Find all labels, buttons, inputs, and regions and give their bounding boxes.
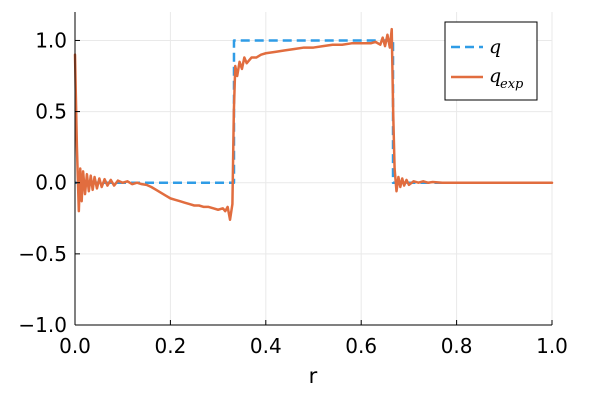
x-tick-label: 0.6 bbox=[345, 334, 377, 358]
axes bbox=[74, 12, 552, 326]
y-tick-label: 1.0 bbox=[35, 28, 67, 52]
legend: q q exp bbox=[444, 21, 538, 101]
x-tick-label: 0.4 bbox=[250, 334, 282, 358]
x-tick-label: 0.0 bbox=[59, 334, 91, 358]
series-line-q bbox=[75, 39, 552, 184]
y-tick-label: 0.5 bbox=[35, 100, 67, 124]
legend-label-q-exp-subscript: exp bbox=[500, 77, 524, 92]
x-axis-label: r bbox=[309, 364, 318, 388]
legend-box bbox=[444, 21, 538, 101]
legend-label-q: q bbox=[489, 36, 501, 58]
x-tick-label: 1.0 bbox=[536, 334, 568, 358]
y-ticks: −1.0 −0.5 0.0 0.5 1.0 bbox=[18, 28, 80, 337]
y-tick-label: 0.0 bbox=[35, 171, 67, 195]
x-tick-label: 0.8 bbox=[441, 334, 473, 358]
x-ticks: 0.0 0.2 0.4 0.6 0.8 1.0 bbox=[59, 320, 568, 358]
series-layer bbox=[73, 27, 554, 221]
series-line-q-exp bbox=[73, 27, 554, 221]
y-tick-label: −0.5 bbox=[18, 242, 67, 266]
x-tick-label: 0.2 bbox=[154, 334, 186, 358]
legend-label-q-exp: q bbox=[489, 65, 501, 87]
y-tick-label: −1.0 bbox=[18, 313, 67, 337]
